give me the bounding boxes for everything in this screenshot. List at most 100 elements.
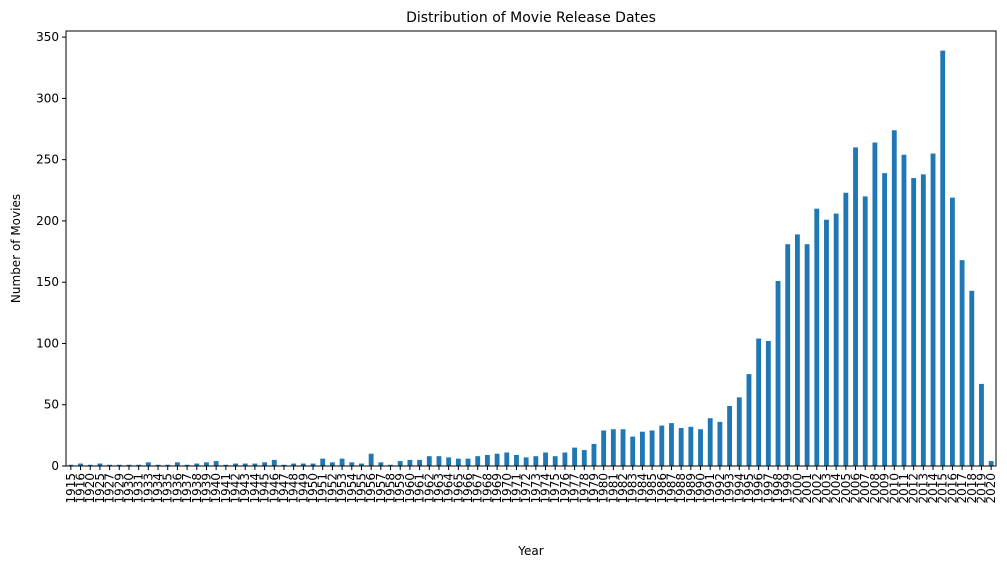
bar-1959 xyxy=(397,461,403,466)
x-tick-label-2004: 2004 xyxy=(829,473,843,504)
x-tick-label-1988: 1988 xyxy=(674,473,688,504)
bar-1983 xyxy=(630,436,636,466)
x-tick-label-1995: 1995 xyxy=(742,473,756,504)
bar-1985 xyxy=(649,430,655,466)
x-tick-label-2012: 2012 xyxy=(907,473,921,504)
x-tick-label-1956: 1956 xyxy=(364,473,378,504)
x-tick-label-1936: 1936 xyxy=(170,473,184,504)
bar-1962 xyxy=(426,456,432,466)
bar-1938 xyxy=(194,463,200,466)
x-tick-label-1993: 1993 xyxy=(723,473,737,504)
bar-2015 xyxy=(940,50,946,467)
x-tick-label-1975: 1975 xyxy=(548,473,562,504)
x-tick-label-1930: 1930 xyxy=(122,473,136,504)
bar-1961 xyxy=(417,459,423,466)
x-tick-label-1953: 1953 xyxy=(335,473,349,504)
bar-1927 xyxy=(107,464,113,466)
bar-1953 xyxy=(339,458,345,466)
bar-1943 xyxy=(242,463,248,466)
x-tick-label-1949: 1949 xyxy=(296,473,310,504)
x-tick-label-1971: 1971 xyxy=(509,473,523,504)
x-tick-label-1999: 1999 xyxy=(781,473,795,504)
bar-2004 xyxy=(833,213,839,466)
y-tick-label: 350 xyxy=(36,30,59,44)
x-tick-label-1959: 1959 xyxy=(393,473,407,504)
bar-1949 xyxy=(300,463,306,466)
x-tick-label-1943: 1943 xyxy=(238,473,252,504)
bar-1934 xyxy=(155,464,161,466)
bar-1995 xyxy=(746,374,752,466)
x-tick-label-1933: 1933 xyxy=(141,473,155,504)
x-tick-label-1978: 1978 xyxy=(577,473,591,504)
bar-1973 xyxy=(533,456,539,466)
bar-2001 xyxy=(804,244,810,466)
x-tick-label-1973: 1973 xyxy=(529,473,543,504)
x-tick-label-1970: 1970 xyxy=(500,473,514,504)
x-tick-label-2006: 2006 xyxy=(849,473,863,504)
x-tick-label-1958: 1958 xyxy=(384,473,398,504)
bar-1942 xyxy=(233,463,238,466)
bar-1931 xyxy=(136,464,142,466)
x-tick-label-1996: 1996 xyxy=(752,473,766,504)
bar-1954 xyxy=(349,462,355,466)
x-tick-label-1938: 1938 xyxy=(190,473,204,504)
bar-1947 xyxy=(281,464,287,466)
x-tick-label-1972: 1972 xyxy=(519,473,533,504)
x-tick-label-1948: 1948 xyxy=(287,473,301,504)
bar-1950 xyxy=(310,463,316,466)
x-tick-label-2008: 2008 xyxy=(868,473,882,504)
bar-1997 xyxy=(765,341,771,466)
x-tick-label-1916: 1916 xyxy=(74,473,88,504)
bar-1994 xyxy=(736,397,742,466)
bar-2018 xyxy=(969,290,975,466)
bar-2002 xyxy=(814,208,820,466)
bar-2014 xyxy=(930,153,936,466)
x-tick-label-1985: 1985 xyxy=(645,473,659,504)
x-tick-label-1992: 1992 xyxy=(713,473,727,504)
bar-1936 xyxy=(174,462,180,466)
plot-frame xyxy=(65,30,997,467)
bar-1980 xyxy=(601,430,607,466)
x-axis-ticks: 1915191619201925192719291930193119331934… xyxy=(64,466,998,504)
x-tick-label-1979: 1979 xyxy=(587,473,601,504)
bar-2011 xyxy=(901,154,907,466)
bar-1937 xyxy=(184,464,190,466)
bar-1972 xyxy=(523,457,529,466)
bar-2007 xyxy=(862,196,868,466)
x-tick-label-1982: 1982 xyxy=(616,473,630,504)
bar-1935 xyxy=(165,464,171,466)
x-tick-label-1935: 1935 xyxy=(161,473,175,504)
x-tick-label-1927: 1927 xyxy=(103,473,117,504)
bar-2000 xyxy=(794,234,800,466)
bar-1965 xyxy=(455,458,461,466)
x-tick-label-2014: 2014 xyxy=(926,473,940,504)
bar-2006 xyxy=(853,147,858,466)
x-tick-label-1931: 1931 xyxy=(132,473,146,504)
bar-1984 xyxy=(639,431,645,466)
x-tick-label-1941: 1941 xyxy=(219,473,233,504)
x-tick-label-2007: 2007 xyxy=(858,473,872,504)
bar-1933 xyxy=(145,462,151,466)
bar-1999 xyxy=(785,244,791,466)
x-tick-label-1987: 1987 xyxy=(664,473,678,504)
x-tick-label-1942: 1942 xyxy=(229,473,243,504)
bar-2016 xyxy=(949,197,955,466)
x-tick-label-2017: 2017 xyxy=(955,473,969,504)
bar-1941 xyxy=(223,464,229,466)
x-tick-label-1969: 1969 xyxy=(490,473,504,504)
bar-1992 xyxy=(717,421,723,466)
bar-1969 xyxy=(494,453,500,466)
x-tick-label-1944: 1944 xyxy=(248,473,262,504)
x-tick-label-1968: 1968 xyxy=(480,473,494,504)
bar-2013 xyxy=(920,174,926,466)
x-tick-label-1966: 1966 xyxy=(461,473,475,504)
bar-1957 xyxy=(378,462,384,466)
x-tick-label-1957: 1957 xyxy=(374,473,388,504)
bar-2019 xyxy=(979,383,984,466)
x-tick-label-1955: 1955 xyxy=(354,473,368,504)
bar-1951 xyxy=(320,458,326,466)
bar-1955 xyxy=(359,463,364,466)
bar-2017 xyxy=(959,260,965,466)
x-tick-label-2000: 2000 xyxy=(790,473,804,504)
